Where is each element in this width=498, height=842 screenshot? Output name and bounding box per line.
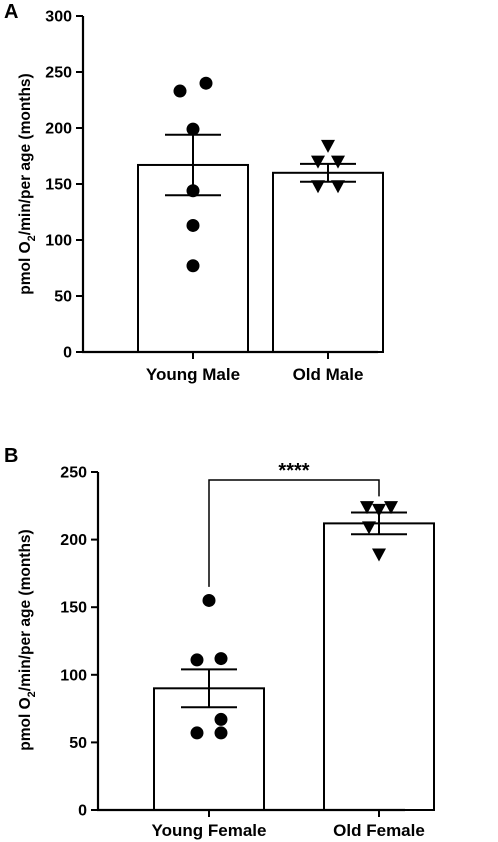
significance-bracket <box>208 479 380 587</box>
data-point <box>214 712 228 726</box>
data-point <box>372 548 386 562</box>
panel-a-y-axis-title: pmol O2/min/per age (months) <box>17 73 38 294</box>
y-tick-label: 0 <box>78 803 87 820</box>
y-tick-label: 150 <box>60 600 87 617</box>
bar <box>323 522 435 811</box>
data-point <box>362 521 376 535</box>
data-point <box>190 653 204 667</box>
panel-b-axes <box>96 472 405 812</box>
panel-b-significance: **** <box>208 460 380 587</box>
panel-a-category-labels: Young Male Old Male <box>146 352 364 384</box>
data-point <box>360 501 374 515</box>
panel-a-points <box>173 76 345 273</box>
panel-b-letter: B <box>4 445 18 467</box>
category-label: Young Male <box>146 365 240 384</box>
category-label: Old Male <box>293 365 364 384</box>
data-point <box>331 180 345 194</box>
data-point <box>331 155 345 169</box>
y-tick-label: 0 <box>63 345 72 362</box>
panel-b-y-ticks: 0 50 100 150 200 250 <box>60 465 98 820</box>
y-tick-label: 200 <box>45 121 72 138</box>
data-point <box>186 122 200 136</box>
panel-b-y-axis-title: pmol O2/min/per age (months) <box>17 529 38 750</box>
panel-b-chart: B pmol O2/min/per age (months) 0 50 100 150… <box>4 445 435 840</box>
panel-b-category-labels: Young Female Old Female <box>152 810 425 840</box>
data-point <box>190 726 204 740</box>
y-tick-label: 100 <box>45 233 72 250</box>
y-tick-label: 300 <box>45 9 72 26</box>
y-tick-label: 50 <box>69 735 87 752</box>
panel-a-bars <box>137 163 384 353</box>
category-label: Old Female <box>333 821 425 840</box>
panel-a-chart: A pmol O2/min/per age (months) 0 50 100 150… <box>4 1 384 384</box>
data-point <box>186 184 200 198</box>
y-tick-label: 250 <box>45 65 72 82</box>
panel-b-points <box>190 501 398 740</box>
data-point <box>311 155 325 169</box>
y-tick-label: 50 <box>54 289 72 306</box>
data-point <box>202 593 216 607</box>
y-tick-label: 100 <box>60 667 87 684</box>
y-tick-label: 150 <box>45 177 72 194</box>
data-point <box>321 139 335 153</box>
panel-b-bars <box>153 522 435 812</box>
data-point <box>186 259 200 273</box>
data-point <box>311 180 325 194</box>
significance-label: **** <box>278 460 309 482</box>
y-tick-label: 250 <box>60 465 87 482</box>
data-point <box>214 726 228 740</box>
bar <box>272 171 384 353</box>
data-point <box>173 84 187 98</box>
data-point <box>214 652 228 666</box>
panel-a-y-ticks: 0 50 100 150 200 250 300 <box>45 9 83 362</box>
data-point <box>199 76 213 90</box>
panel-a-letter: A <box>4 1 18 23</box>
data-point <box>384 501 398 515</box>
bar <box>153 687 265 812</box>
panel-b-error-bars <box>181 511 407 709</box>
data-point <box>372 503 386 517</box>
data-point <box>186 218 200 232</box>
category-label: Young Female <box>152 821 267 840</box>
y-tick-label: 200 <box>60 532 87 549</box>
